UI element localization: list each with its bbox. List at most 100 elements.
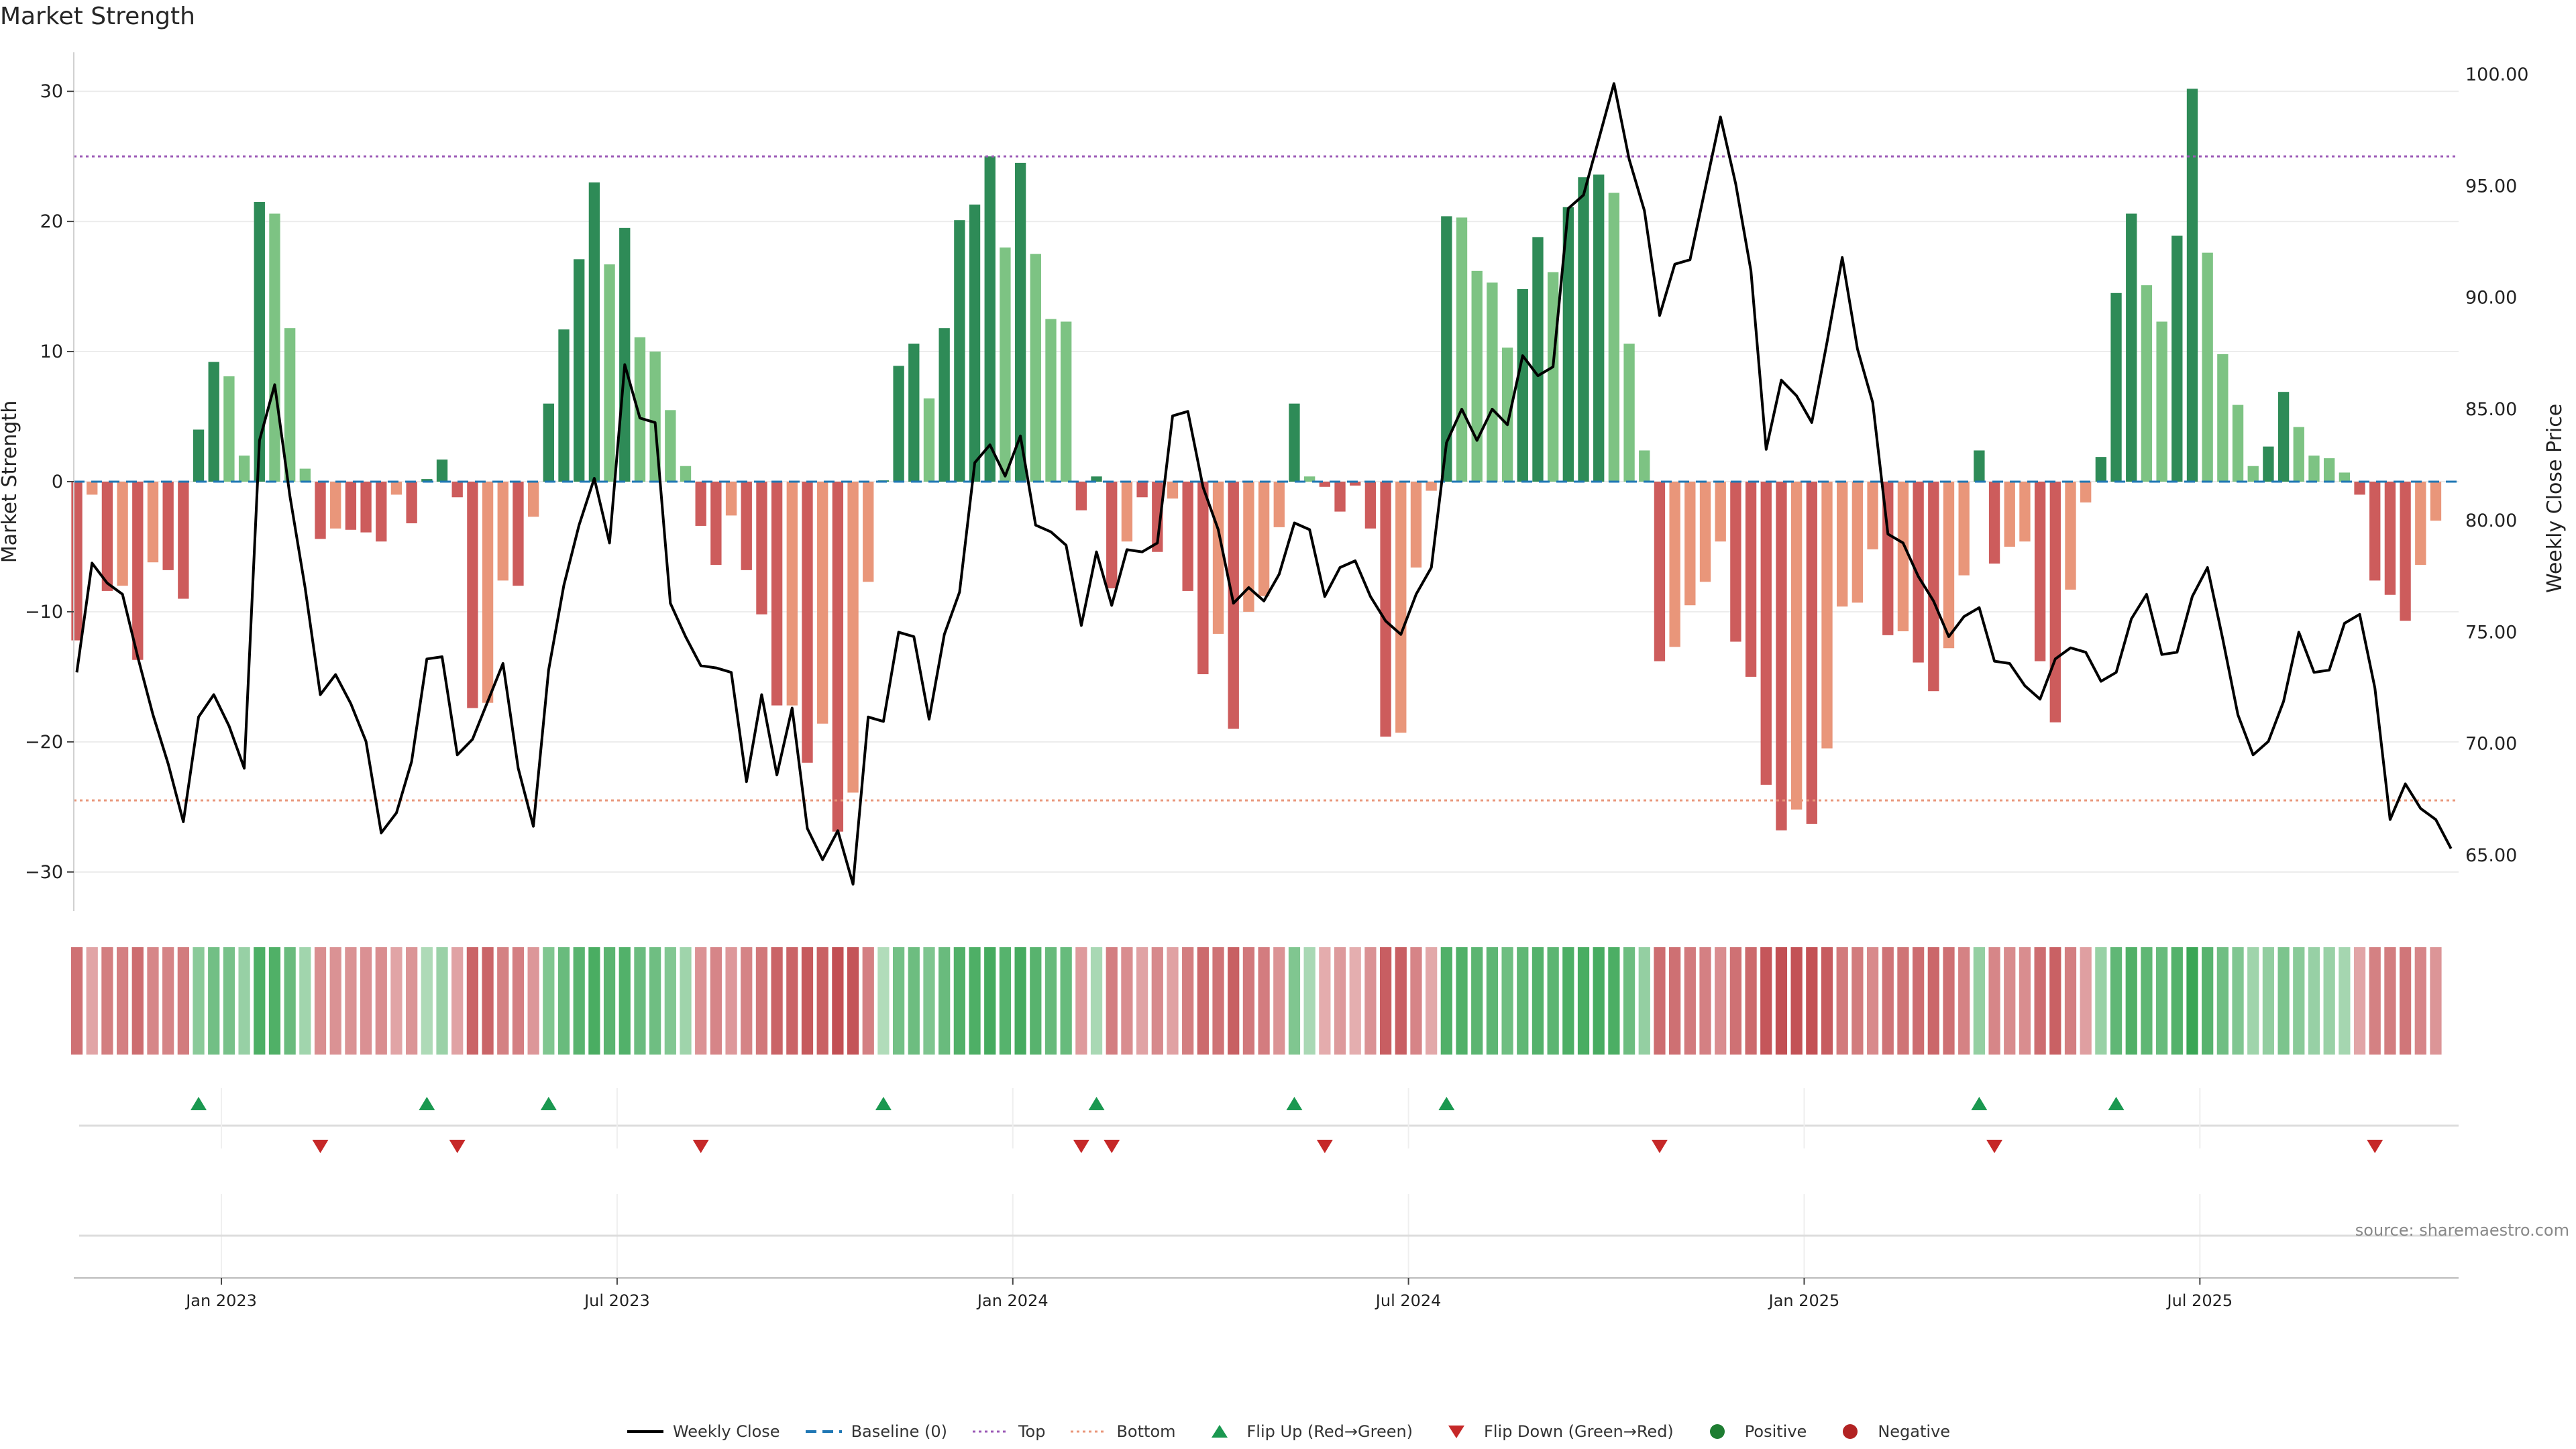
- heat-cell: [345, 947, 357, 1055]
- strength-bar: [923, 398, 935, 482]
- legend-label: Baseline (0): [851, 1422, 947, 1441]
- strength-bar: [527, 482, 539, 517]
- heat-cell: [847, 947, 859, 1055]
- heat-cell: [1044, 947, 1057, 1055]
- strength-bar: [2400, 482, 2411, 621]
- heat-cell: [86, 947, 98, 1055]
- flip-up-marker: [2108, 1097, 2125, 1110]
- strength-bar: [2354, 482, 2365, 495]
- heat-cell: [116, 947, 129, 1055]
- legend-swatch: [805, 1430, 842, 1433]
- heat-cell: [832, 947, 844, 1055]
- strength-bar: [1821, 482, 1833, 749]
- strength-bar: [1456, 217, 1468, 482]
- flip-up-marker: [875, 1097, 892, 1110]
- heat-cell: [70, 947, 83, 1055]
- strength-bar: [1639, 450, 1650, 482]
- strength-bar: [1867, 482, 1878, 549]
- strength-bar: [345, 482, 357, 530]
- heat-cell: [299, 947, 311, 1055]
- strength-bar: [1091, 476, 1102, 482]
- heat-cell: [741, 947, 753, 1055]
- strength-bar: [1715, 482, 1726, 542]
- strength-bar: [2217, 354, 2229, 482]
- legend-item: Weekly Close: [626, 1422, 780, 1441]
- price-layer: [75, 82, 2453, 886]
- heat-cell: [1410, 947, 1422, 1055]
- axes-layer: 30 20 10 0 −10 −20 −30 Market Strength 100.00 95.…: [0, 52, 2567, 911]
- heat-cell: [1228, 947, 1240, 1055]
- strength-bar: [1684, 482, 1696, 606]
- strength-bar: [178, 482, 189, 599]
- strength-bar: [1654, 482, 1666, 661]
- heat-cell: [1471, 947, 1483, 1055]
- strength-bar: [193, 429, 205, 482]
- legend-swatch: [1211, 1425, 1228, 1438]
- strength-bar: [2384, 482, 2396, 595]
- heat-cell: [2414, 947, 2426, 1055]
- strength-bar: [2110, 292, 2122, 482]
- y2-axis-label: Weekly Close Price: [2543, 404, 2567, 593]
- strength-bar: [969, 204, 981, 482]
- bottom-panel: Jan 2023 Jul 2023 Jan 2024 Jul 2024 Jan 2025…: [74, 1194, 2459, 1310]
- heat-cell: [2247, 947, 2259, 1055]
- strength-bar: [71, 482, 83, 641]
- y-tick-label: 10: [40, 341, 63, 362]
- heat-cell: [984, 947, 996, 1055]
- y2-tick-label: 90.00: [2465, 288, 2517, 309]
- heat-cell: [1212, 947, 1224, 1055]
- strength-bar: [1851, 482, 1864, 603]
- flip-up-marker: [1286, 1097, 1303, 1110]
- strength-bar: [421, 479, 433, 482]
- reference-lines: [74, 155, 2459, 802]
- flip-up-marker: [1088, 1097, 1105, 1110]
- strength-bar: [2034, 482, 2046, 661]
- heat-cell: [1913, 947, 1925, 1055]
- source-label: source: sharemaestro.com: [2355, 1221, 2569, 1240]
- heat-cell: [1897, 947, 1909, 1055]
- heat-cell: [1806, 947, 1818, 1055]
- strength-bar: [558, 329, 570, 482]
- heat-cell: [1715, 947, 1727, 1055]
- strength-bar: [2019, 482, 2031, 542]
- strength-bar: [2430, 482, 2442, 521]
- strength-bar: [1395, 482, 1407, 733]
- heat-cell: [786, 947, 798, 1055]
- heat-cell: [2155, 947, 2168, 1055]
- strength-bar: [1212, 482, 1224, 634]
- y-axis-label: Market Strength: [0, 400, 21, 563]
- flip-down-marker: [2367, 1140, 2383, 1153]
- heat-cell: [680, 947, 692, 1055]
- heat-cell: [1197, 947, 1209, 1055]
- strength-bar: [574, 259, 585, 482]
- flip-down-marker: [449, 1140, 466, 1153]
- strength-bar: [1045, 319, 1057, 482]
- heat-cell: [1303, 947, 1316, 1055]
- strength-bar: [1121, 482, 1133, 542]
- heat-cell: [1151, 947, 1163, 1055]
- strength-bar: [1608, 193, 1620, 482]
- heat-cell: [421, 947, 433, 1055]
- heat-cell: [1547, 947, 1559, 1055]
- strength-bar: [1350, 482, 1361, 486]
- strength-bar: [2004, 482, 2015, 547]
- strength-bar: [1790, 482, 1803, 810]
- strength-bar: [1075, 482, 1087, 511]
- x-tick-label: Jan 2023: [184, 1291, 257, 1310]
- heat-cell: [619, 947, 631, 1055]
- strength-bar: [604, 264, 615, 482]
- heat-cell: [649, 947, 661, 1055]
- heat-cell: [101, 947, 113, 1055]
- strength-bar: [1760, 482, 1772, 785]
- heat-cell: [223, 947, 235, 1055]
- y2-tick-label: 70.00: [2465, 734, 2517, 755]
- heat-cell: [1242, 947, 1255, 1055]
- strength-bar: [680, 466, 692, 482]
- y2-tick-label: 100.00: [2465, 64, 2528, 85]
- heat-cell: [497, 947, 509, 1055]
- x-tick-label: Jan 2024: [976, 1291, 1049, 1310]
- weekly-close-line: [75, 82, 2453, 886]
- flip-up-marker: [540, 1097, 557, 1110]
- strength-bar: [1913, 482, 1924, 663]
- heat-cell: [1273, 947, 1285, 1055]
